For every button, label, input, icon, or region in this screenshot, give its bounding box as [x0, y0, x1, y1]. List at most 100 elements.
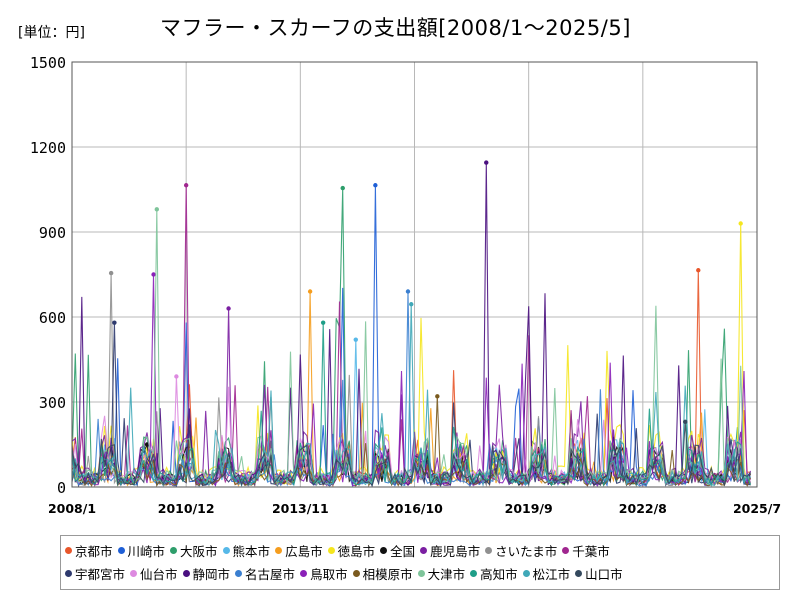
legend-item: 広島市: [275, 541, 323, 560]
legend-item: 熊本市: [222, 541, 271, 560]
plot-frame: [71, 61, 758, 488]
legend-item: 仙台市: [130, 564, 178, 583]
legend-swatch: [562, 547, 570, 554]
legend-item: 大津市: [417, 564, 466, 583]
legend-item: 全国: [380, 541, 415, 560]
legend-swatch: [485, 547, 493, 554]
peak-point-8: [226, 306, 231, 311]
legend-label: 徳島市: [337, 544, 376, 559]
legend-swatch: [470, 570, 478, 577]
peak-point-12: [174, 374, 179, 379]
legend-item: 高知市: [470, 564, 518, 583]
peak-point-11: [112, 320, 117, 325]
legend-swatch: [235, 570, 243, 577]
peak-point-17: [154, 207, 160, 212]
x-tick-label: 2019/9: [505, 501, 553, 516]
y-tick-label: 1500: [30, 54, 66, 72]
legend-swatch: [182, 570, 190, 577]
legend-swatch: [575, 570, 583, 577]
unit-label: [単位：円]: [18, 25, 85, 41]
x-tick-label: 2022/8: [619, 501, 667, 516]
legend-item: 大阪市: [170, 541, 218, 560]
series-lines: [71, 160, 752, 488]
series-line-20: [71, 421, 751, 487]
x-tick-label: 2016/10: [386, 501, 443, 516]
peak-point-10: [183, 183, 189, 188]
peak-point-16: [435, 394, 440, 399]
legend-item: 静岡市: [182, 564, 231, 583]
legend-label: 川崎市: [127, 544, 166, 559]
legend-label: 大津市: [427, 567, 466, 582]
legend-label: 宇都宮市: [75, 567, 126, 582]
legend-item: 相模原市: [352, 564, 413, 583]
legend-label: 全国: [390, 544, 416, 559]
legend-label: 相模原市: [362, 567, 413, 582]
legend-item: 徳島市: [327, 541, 376, 560]
legend-swatch: [65, 547, 72, 554]
legend-item: 鹿児島市: [420, 541, 480, 560]
peak-point-5: [307, 289, 313, 294]
peak-point-2: [373, 183, 378, 188]
legend-label: さいたま市: [495, 544, 558, 559]
legend-label: 静岡市: [192, 567, 231, 582]
y-tick-label: 900: [39, 224, 66, 242]
legend-swatch: [170, 547, 178, 554]
legend-item: 山口市: [575, 564, 623, 583]
peak-point-14: [405, 289, 411, 294]
legend-row: 宇都宮市 仙台市 静岡市 名古屋市 鳥取市 相模原市 大津市 高知市 松江市 山口市: [65, 562, 779, 585]
legend-swatch: [300, 570, 308, 577]
legend-swatch: [420, 547, 428, 554]
legend-row: 京都市 川崎市 大阪市 熊本市 広島市 徳島市 全国 鹿児島市 さいたま市 千葉市: [65, 539, 779, 562]
legend-item: 鳥取市: [300, 564, 348, 583]
legend-item: 松江市: [522, 564, 571, 583]
legend-label: 山口市: [585, 567, 623, 582]
line-chart: 0 300 600 900 1200 1500 2008/1 2010/12 2013/11 20…: [30, 54, 781, 516]
y-tick-label: 600: [39, 309, 66, 327]
legend-label: 鳥取市: [310, 567, 348, 582]
legend-item: 宇都宮市: [65, 564, 125, 583]
legend-swatch: [222, 547, 230, 554]
legend-item: 川崎市: [117, 541, 166, 560]
peak-point-19: [409, 302, 414, 307]
legend-label: 松江市: [532, 567, 571, 582]
x-tick-label: 2025/7: [733, 501, 781, 516]
chart-title: マフラー・スカーフの支出額[2008/1～2025/5]: [160, 16, 631, 40]
peak-point-3: [340, 185, 345, 191]
legend-item: 千葉市: [562, 541, 610, 560]
legend-swatch: [65, 570, 72, 577]
legend-label: 千葉市: [572, 544, 610, 559]
legend-label: 仙台市: [140, 567, 178, 582]
legend-label: 大阪市: [180, 544, 218, 559]
x-tick-label: 2008/1: [48, 501, 96, 516]
legend-swatch: [380, 547, 388, 554]
legend: 京都市 川崎市 大阪市 熊本市 広島市 徳島市 全国 鹿児島市 さいたま市 千葉市 宇都宮市 仙台市…: [60, 535, 780, 590]
peak-point-15: [151, 272, 156, 277]
legend-item: 名古屋市: [235, 564, 295, 583]
legend-swatch: [417, 570, 425, 577]
peak-point-6: [738, 221, 743, 226]
peak-point-18: [320, 320, 326, 325]
legend-label: 京都市: [75, 544, 113, 559]
y-tick-label: 1200: [30, 139, 66, 157]
x-tick-label: 2013/11: [272, 501, 329, 516]
legend-label: 高知市: [480, 567, 518, 582]
legend-swatch: [327, 547, 335, 554]
legend-item: 京都市: [65, 541, 113, 560]
legend-swatch: [275, 547, 283, 554]
peak-point-1: [696, 268, 701, 273]
legend-item: さいたま市: [485, 541, 557, 560]
legend-label: 熊本市: [232, 544, 271, 559]
legend-swatch: [117, 547, 125, 554]
legend-swatch: [522, 570, 530, 577]
series-line-17: [71, 209, 752, 487]
peak-point-9: [108, 270, 114, 276]
peak-point-20: [683, 419, 688, 425]
peak-point-4: [353, 337, 358, 342]
y-tick-label: 0: [57, 479, 66, 497]
legend-swatch: [352, 570, 360, 577]
legend-label: 名古屋市: [245, 567, 296, 582]
legend-label: 鹿児島市: [430, 544, 481, 559]
axes: 0 300 600 900 1200 1500 2008/1 2010/12 2013/11 20…: [30, 54, 781, 516]
peak-point-13: [484, 160, 489, 165]
y-tick-label: 300: [39, 394, 66, 412]
